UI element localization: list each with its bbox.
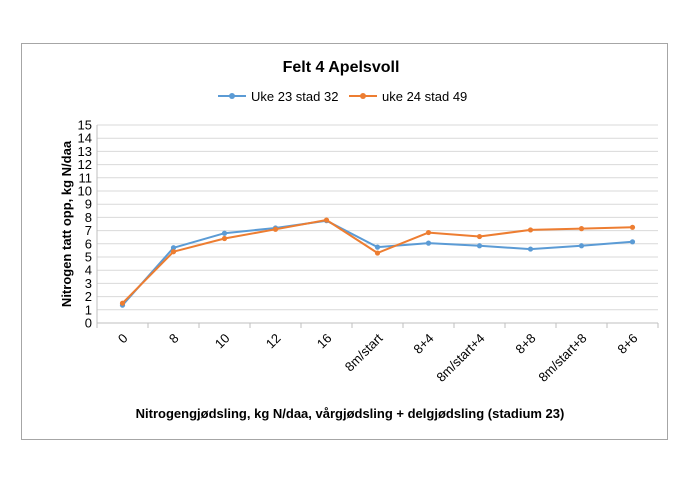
- data-point-series-1: [170, 245, 177, 251]
- x-tick-label: 10: [212, 331, 233, 352]
- axes: [96, 125, 659, 328]
- legend-label-series-1: Uke 23 stad 32: [251, 89, 338, 104]
- series-line-1: [121, 219, 633, 306]
- data-point-series-2: [425, 229, 432, 236]
- chart-area: [21, 43, 668, 440]
- y-tick-label: 3: [85, 276, 92, 291]
- data-point-series-2: [221, 235, 228, 242]
- data-point-series-2: [323, 217, 330, 223]
- data-point-series-2: [527, 227, 534, 233]
- gridlines: [97, 124, 658, 311]
- y-tick-label: 15: [78, 118, 92, 133]
- y-tick-label: 8: [85, 210, 92, 225]
- data-point-series-2: [119, 300, 126, 306]
- data-point-series-2: [629, 224, 636, 230]
- data-point-series-2: [170, 249, 177, 255]
- data-point-series-1: [629, 239, 636, 245]
- x-tick-label: 0: [115, 331, 131, 347]
- y-tick-label: 12: [78, 157, 92, 172]
- x-tick-label: 8+4: [410, 331, 436, 357]
- y-tick-label: 5: [85, 250, 92, 265]
- x-tick-label: 16: [314, 331, 335, 352]
- data-point-series-1: [578, 243, 585, 249]
- y-tick-label: 13: [78, 144, 92, 159]
- y-tick-label: 14: [78, 131, 92, 146]
- x-tick-label: 8+6: [614, 331, 640, 357]
- data-point-series-1: [425, 240, 432, 246]
- legend-marker-series-1: [229, 93, 235, 99]
- y-tick-label: 2: [85, 289, 92, 304]
- x-tick-label: 8m/start+4: [433, 331, 487, 385]
- data-point-series-1: [374, 244, 381, 250]
- chart-title: Felt 4 Apelsvoll: [283, 59, 400, 76]
- x-tick-labels: 0 8 10 12 16 8m/start 8+48m/start+4 8+88m/start…: [115, 330, 641, 385]
- data-point-series-2: [476, 233, 483, 240]
- data-point-series-2: [272, 226, 279, 232]
- legend-label-series-2: uke 24 stad 49: [382, 89, 467, 104]
- y-tick-label: 11: [79, 170, 93, 185]
- data-point-series-2: [578, 226, 585, 232]
- x-tick-label: 8: [166, 331, 182, 347]
- y-tick-label: 0: [85, 316, 92, 331]
- series-line-2: [121, 219, 633, 304]
- y-tick-label: 4: [85, 263, 92, 278]
- data-point-series-1: [527, 246, 534, 252]
- series-lines: [119, 217, 636, 308]
- y-tick-label: 1: [85, 302, 92, 317]
- legend: Uke 23 stad 32 uke 24 stad 49: [218, 89, 467, 104]
- legend-marker-series-2: [360, 93, 366, 99]
- y-tick-label: 6: [85, 236, 92, 251]
- x-tick-label: 8m/start+8: [535, 331, 589, 385]
- x-axis-label: Nitrogengjødsling, kg N/daa, vårgjødslin…: [136, 406, 565, 421]
- y-tick-label: 9: [85, 197, 92, 212]
- x-tick-label: 8m/start: [342, 330, 386, 374]
- data-point-series-1: [221, 230, 228, 236]
- y-axis-label: Nitrogen tatt opp, kg N/daa: [59, 140, 74, 307]
- x-tick-label: 8+8: [512, 331, 538, 357]
- data-point-series-1: [476, 243, 483, 249]
- y-tick-label: 10: [78, 184, 92, 199]
- y-tick-label: 7: [85, 223, 92, 238]
- data-point-series-2: [374, 250, 381, 256]
- x-tick-label: 12: [263, 331, 284, 352]
